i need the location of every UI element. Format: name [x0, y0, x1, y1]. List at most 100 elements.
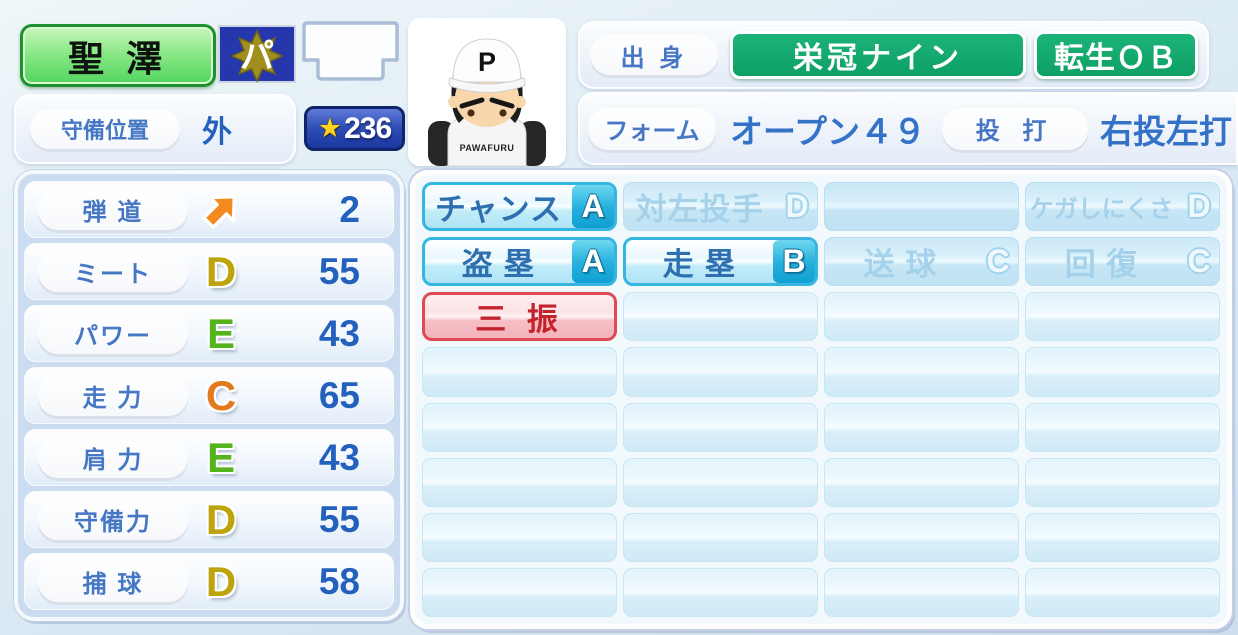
- form-value: オープン４９: [730, 112, 927, 150]
- ability-grade: D: [785, 188, 809, 225]
- stat-row-arm: 肩 力 E 43: [24, 429, 394, 486]
- league-emblem-icon: パ: [218, 25, 296, 83]
- origin-label: 出 身: [620, 44, 688, 72]
- ability-cell-empty-highlight[interactable]: [824, 182, 1019, 232]
- stat-row-trajectory: 弾 道 2: [24, 181, 394, 238]
- ability-cell-strikeout[interactable]: 三 振: [422, 292, 617, 342]
- ability-cell[interactable]: [422, 402, 617, 452]
- star-count: 236: [344, 111, 392, 145]
- stat-label-pill: 守備力: [38, 499, 188, 540]
- ability-cell-recovery[interactable]: 回 復 C: [1025, 237, 1220, 287]
- avatar-jersey-text: PAWAFURU: [460, 143, 515, 153]
- origin-badge-eikan-nine: 栄冠ナイン: [730, 31, 1026, 79]
- stat-label: 捕 球: [82, 571, 144, 598]
- ability-grade: A: [572, 185, 614, 229]
- ability-cell-injury-resist[interactable]: ケガしにくさ D: [1025, 182, 1220, 232]
- stat-grade: E: [206, 433, 235, 481]
- trajectory-arrow-icon: [202, 194, 236, 229]
- ability-label: 対左投手: [635, 192, 764, 228]
- ability-cell[interactable]: [824, 512, 1019, 562]
- ability-cell[interactable]: [422, 457, 617, 507]
- stat-label: 弾 道: [82, 199, 144, 226]
- position-label-pill: 守備位置: [30, 109, 180, 149]
- stat-label-pill: 肩 力: [38, 437, 188, 478]
- throw-bat-label-pill: 投 打: [942, 107, 1089, 150]
- position-card: 守備位置 外: [14, 94, 296, 164]
- ability-label: 回 復: [1064, 247, 1139, 283]
- throw-bat-label: 投 打: [975, 118, 1055, 145]
- ability-cell-baserunning[interactable]: 走 塁 B: [623, 237, 818, 287]
- player-avatar: PAWAFURU P: [408, 18, 566, 166]
- origin-badge-2-text: 転生ＯＢ: [1054, 42, 1178, 75]
- stat-grade: C: [205, 371, 237, 419]
- ability-cell[interactable]: [623, 347, 818, 397]
- stat-grade: D: [205, 495, 237, 543]
- stat-label-pill: 捕 球: [38, 561, 188, 602]
- ability-cell[interactable]: [824, 347, 1019, 397]
- stat-value: 55: [318, 250, 360, 292]
- ability-cell[interactable]: [1025, 567, 1220, 617]
- ability-grade: D: [1187, 188, 1211, 225]
- ability-cell[interactable]: [824, 402, 1019, 452]
- stat-value: 2: [339, 188, 360, 230]
- origin-badge-1-text: 栄冠ナイン: [793, 42, 963, 75]
- stat-value: 43: [318, 436, 360, 478]
- avatar-illustration: PAWAFURU P: [408, 18, 566, 166]
- stat-label-pill: ミート: [38, 251, 188, 292]
- league-char: パ: [240, 38, 274, 76]
- ability-cell[interactable]: [422, 512, 617, 562]
- stat-label: 肩 力: [82, 447, 144, 474]
- ability-label: 走 塁: [662, 247, 737, 283]
- ability-cell[interactable]: [1025, 292, 1220, 342]
- position-label: 守備位置: [60, 118, 149, 143]
- ability-label: チャンス: [434, 192, 563, 228]
- ability-cell[interactable]: [1025, 512, 1220, 562]
- stat-row-meet: ミート D 55: [24, 243, 394, 300]
- player-name: 聖 澤: [67, 37, 168, 79]
- ability-cell[interactable]: [623, 402, 818, 452]
- stat-value: 43: [318, 312, 360, 354]
- ability-label: ケガしにくさ: [1029, 196, 1174, 224]
- ability-cell[interactable]: [422, 347, 617, 397]
- ability-cell[interactable]: [1025, 347, 1220, 397]
- ability-grade: B: [773, 240, 815, 284]
- stat-value: 55: [318, 498, 360, 540]
- stat-label-pill: 弾 道: [38, 189, 188, 230]
- origin-badge-tensei-ob: 転生ＯＢ: [1034, 31, 1198, 79]
- ability-cell-chance[interactable]: チャンス A: [422, 182, 617, 232]
- stat-row-power: パワー E 43: [24, 305, 394, 362]
- ability-label: 三 振: [475, 302, 564, 338]
- star-icon: ★: [317, 113, 343, 143]
- form-label: フォーム: [604, 118, 700, 145]
- ability-grade: A: [572, 240, 614, 284]
- stat-label: 守備力: [74, 509, 152, 536]
- throw-bat-value: 右投左打: [1100, 112, 1233, 150]
- ability-cell-vs-lefty[interactable]: 対左投手 D: [623, 182, 818, 232]
- ability-cell[interactable]: [623, 457, 818, 507]
- ability-cell[interactable]: [422, 567, 617, 617]
- ability-label: 盗 塁: [461, 247, 536, 283]
- ability-cell[interactable]: [824, 292, 1019, 342]
- stat-label: ミート: [74, 261, 152, 288]
- ability-cell[interactable]: [623, 512, 818, 562]
- ability-cell[interactable]: [623, 292, 818, 342]
- stat-label-pill: パワー: [38, 313, 188, 354]
- trajectory-grade-slot: [188, 188, 254, 232]
- ability-cell-stealing[interactable]: 盗 塁 A: [422, 237, 617, 287]
- form-card: フォーム オープン４９ 投 打 右投左打: [578, 92, 1238, 165]
- ability-cell[interactable]: [824, 457, 1019, 507]
- ability-cell[interactable]: [1025, 457, 1220, 507]
- stat-value: 65: [318, 374, 360, 416]
- origin-label-pill: 出 身: [590, 35, 718, 75]
- avatar-cap-letter: P: [478, 47, 496, 77]
- ability-cell[interactable]: [623, 567, 818, 617]
- batting-stats-panel: 弾 道 2 ミート D 55 パワー E 43 走 力 C 65: [14, 170, 404, 621]
- stat-row-fielding: 守備力 D 55: [24, 491, 394, 548]
- ability-cell-throwing[interactable]: 送 球 C: [824, 237, 1019, 287]
- ability-cell[interactable]: [824, 567, 1019, 617]
- origin-card: 出 身 栄冠ナイン 転生ＯＢ: [578, 21, 1209, 89]
- ability-cell[interactable]: [1025, 402, 1220, 452]
- ability-label: 送 球: [863, 247, 938, 283]
- stat-grade: D: [205, 557, 237, 605]
- stat-label: 走 力: [82, 385, 144, 412]
